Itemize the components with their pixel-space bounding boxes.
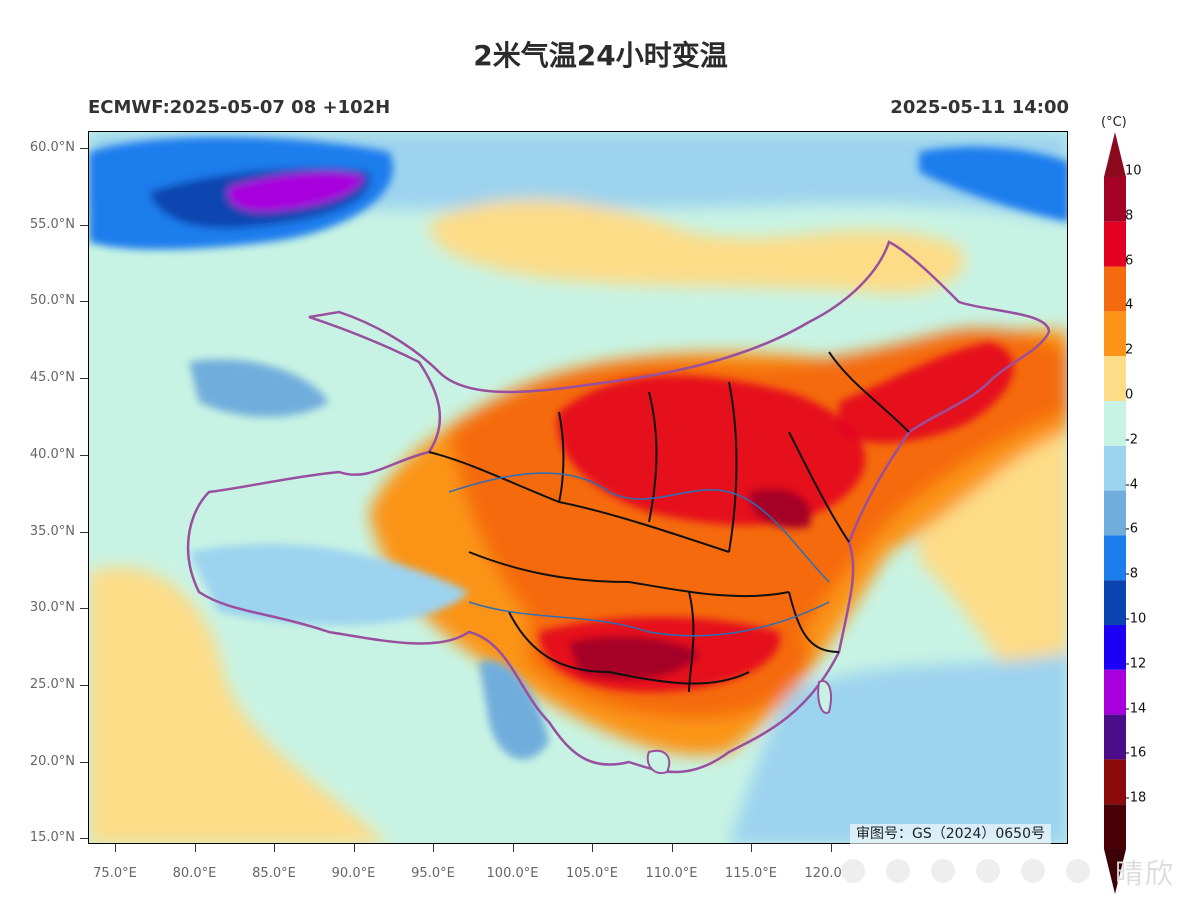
- lon-tick-label: 115.0°E: [725, 866, 777, 881]
- colorbar-level-label: -12: [1125, 656, 1147, 672]
- colorbar-level-label: -10: [1125, 611, 1147, 627]
- lat-tick-mark: [80, 224, 88, 226]
- lat-tick-label: 60.0°N: [29, 140, 75, 155]
- field-blue-ne-corner: [919, 146, 1067, 222]
- colorbar-segment: [1104, 356, 1126, 401]
- lon-tick-label: 110.0°E: [645, 866, 698, 881]
- lon-tick-label: 85.0°E: [252, 866, 296, 881]
- lat-tick-label: 55.0°N: [29, 216, 75, 232]
- national-border: [186, 240, 1051, 774]
- colorbar-level-label: -18: [1125, 790, 1147, 806]
- field-crimson-guizhou: [569, 636, 699, 680]
- lat-tick-label: 50.0°N: [29, 293, 75, 309]
- lon-tick-mark: [274, 844, 275, 852]
- colorbar-segment: [1104, 580, 1126, 625]
- lon-tick-mark: [115, 844, 116, 852]
- lat-tick-mark: [80, 531, 88, 533]
- colorbar-segment: [1104, 221, 1126, 267]
- colorbar-segment: [1104, 311, 1126, 357]
- colorbar-level-label: 8: [1125, 208, 1134, 224]
- lon-tick-mark: [671, 844, 673, 852]
- lat-tick-mark: [80, 684, 88, 686]
- lon-tick-label: 90.0°E: [331, 866, 376, 881]
- colorbar-segment: [1104, 445, 1126, 491]
- colorbar-segment: [1104, 669, 1126, 715]
- colorbar-level-label: -4: [1125, 477, 1138, 493]
- field-red-northeast: [839, 342, 1014, 443]
- watermark-bubbles: [841, 859, 1090, 883]
- lat-tick-label: 40.0°N: [29, 446, 75, 462]
- colorbar-level-label: 10: [1125, 163, 1142, 179]
- colorbar-segment: [1104, 266, 1126, 312]
- field-blue-yunnan: [479, 660, 549, 760]
- lat-tick-label: 15.0°N: [29, 830, 75, 846]
- map-title: 2米气温24小时变温: [473, 39, 728, 72]
- lon-tick-label: 105.0°E: [566, 866, 618, 881]
- lon-tick-mark: [433, 844, 434, 852]
- colorbar-level-label: -16: [1125, 745, 1147, 761]
- field-south-sea-light: [729, 652, 1067, 843]
- watermark-text: 晴欣: [1115, 857, 1176, 890]
- lon-tick-mark: [353, 844, 355, 852]
- lat-tick-mark: [80, 301, 88, 303]
- lat-tick-mark: [80, 148, 88, 149]
- temperature-change-map[interactable]: [88, 131, 1068, 844]
- colorbar-level-label: -8: [1125, 566, 1138, 582]
- map-review-number: 审图号：GS（2024）0650号: [850, 824, 1051, 844]
- model-run-label: ECMWF:2025-05-07 08 +102H: [88, 97, 391, 118]
- lon-tick-label: 80.0°E: [172, 866, 217, 881]
- colorbar-level-label: 6: [1125, 253, 1134, 269]
- colorbar-segment: [1104, 177, 1126, 222]
- colorbar-bottom-arrow: [1104, 849, 1126, 894]
- field-north-warm-band: [429, 199, 965, 294]
- field-red-north-china: [557, 375, 866, 526]
- field-light-blue-tibet: [189, 544, 469, 626]
- colorbar-segment: [1104, 759, 1126, 805]
- hainan-outline: [646, 749, 671, 775]
- rivers: [448, 472, 830, 637]
- colorbar-level-label: 2: [1125, 342, 1134, 358]
- lon-tick-label: 100.0°E: [486, 866, 539, 881]
- colorbar-segment: [1104, 490, 1126, 536]
- colorbar-level-label: 0: [1125, 387, 1134, 403]
- colorbar-level-label: -14: [1125, 701, 1147, 717]
- lon-tick-label: 95.0°E: [411, 866, 455, 881]
- lat-tick-mark: [80, 608, 88, 610]
- lat-tick-mark: [80, 761, 88, 763]
- lon-tick-mark: [592, 844, 593, 852]
- field-purple-siberia: [227, 171, 364, 212]
- lat-tick-label: 25.0°N: [29, 676, 75, 692]
- lat-tick-label: 30.0°N: [29, 600, 75, 616]
- colorbar: [1104, 132, 1126, 894]
- colorbar-level-label: -2: [1125, 432, 1138, 448]
- lon-tick-mark: [751, 844, 752, 852]
- colorbar-segment: [1104, 804, 1126, 849]
- colorbar-segment: [1104, 401, 1126, 446]
- lat-tick-mark: [80, 838, 88, 840]
- colorbar-top-arrow: [1104, 132, 1126, 177]
- lon-tick-mark: [512, 844, 514, 852]
- province-borders: [428, 351, 910, 693]
- lon-tick-mark: [194, 844, 196, 852]
- field-sw-warm: [89, 566, 387, 843]
- lat-tick-label: 20.0°N: [29, 753, 75, 769]
- lat-tick-label: 45.0°N: [29, 370, 75, 386]
- colorbar-level-label: -6: [1125, 521, 1138, 537]
- field-mid-blue-west: [189, 359, 329, 417]
- taiwan-outline: [817, 680, 832, 714]
- valid-time-label: 2025-05-11 14:00: [890, 97, 1069, 118]
- colorbar-segment: [1104, 625, 1126, 670]
- lat-tick-label: 35.0°N: [29, 523, 75, 539]
- lon-tick-label: 75.0°E: [93, 866, 137, 881]
- lon-tick-mark: [830, 844, 832, 852]
- colorbar-level-label: 4: [1125, 297, 1134, 313]
- lat-tick-mark: [80, 454, 88, 456]
- colorbar-segment: [1104, 535, 1126, 581]
- colorbar-unit: (°C): [1101, 115, 1127, 130]
- field-crimson-shandong: [749, 488, 811, 529]
- colorbar-segment: [1104, 714, 1126, 760]
- lat-tick-mark: [80, 378, 88, 380]
